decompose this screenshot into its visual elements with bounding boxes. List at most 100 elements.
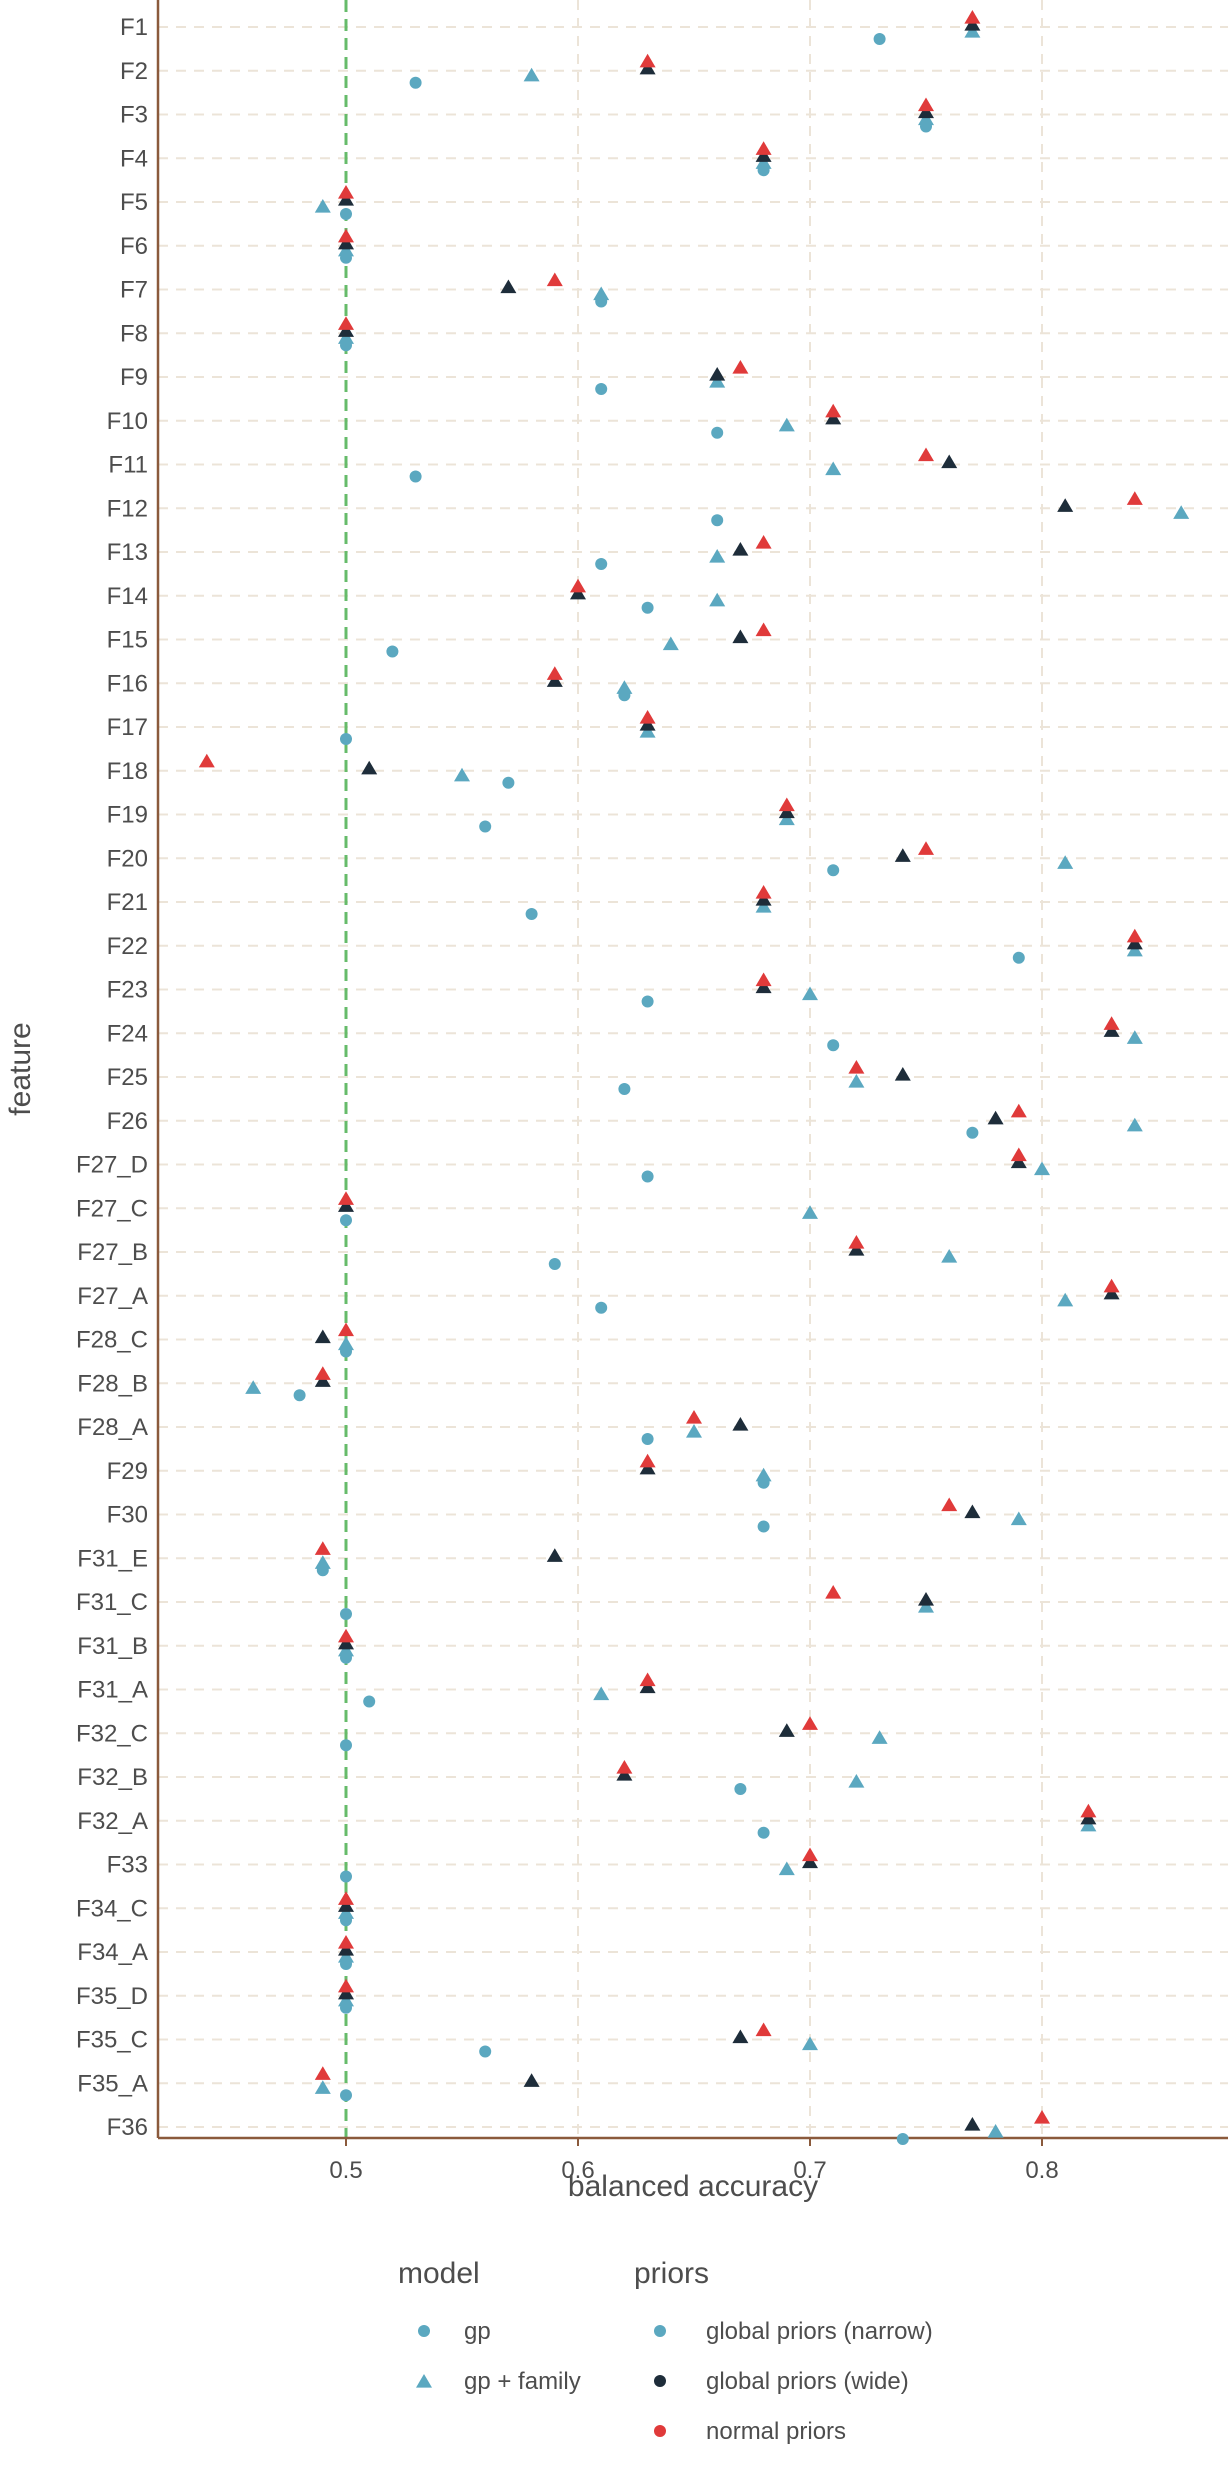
point-gp-family <box>1080 1803 1097 1818</box>
point-gp-family <box>523 67 540 82</box>
point-gp-family <box>338 1336 354 1351</box>
y-tick-label: F34_C <box>76 1895 148 1922</box>
point-gp-family <box>732 2029 749 2044</box>
point-gp-family <box>1010 1103 1027 1118</box>
y-tick-label: F1 <box>120 14 148 41</box>
point-gp <box>340 2089 352 2102</box>
y-tick-label: F35_A <box>77 2070 148 2097</box>
point-gp-family <box>964 2117 981 2131</box>
point-gp-family <box>964 24 981 38</box>
point-gp-family <box>686 1410 702 1424</box>
point-gp-family <box>1057 1292 1074 1307</box>
point-gp-family <box>732 542 749 556</box>
point-gp-family <box>755 972 772 987</box>
point-gp-family <box>894 848 911 862</box>
y-tick-label: F19 <box>107 802 148 829</box>
point-gp-family <box>732 629 749 644</box>
legend-title: model <box>398 2257 480 2290</box>
point-gp-family <box>338 1942 354 1956</box>
y-tick-label: F29 <box>107 1458 148 1485</box>
point-gp <box>340 208 352 220</box>
legend-label: global priors (narrow) <box>706 2318 933 2345</box>
y-tick-label: F31_A <box>77 1677 148 1704</box>
grid <box>158 0 1228 2138</box>
x-axis-title: balanced accuracy <box>568 2170 818 2203</box>
y-tick-label: F13 <box>107 539 148 566</box>
point-gp-family <box>848 1060 865 1074</box>
point-gp <box>479 820 492 833</box>
y-tick-label: F28_B <box>77 1370 148 1397</box>
y-tick-label: F35_D <box>76 1983 148 2010</box>
y-tick-label: F23 <box>107 977 148 1004</box>
point-gp-family <box>546 272 563 287</box>
point-gp <box>293 1389 306 1402</box>
point-gp-family <box>918 111 934 126</box>
y-tick-label: F6 <box>120 233 148 260</box>
point-gp-family <box>918 1599 934 1613</box>
y-tick-label: F9 <box>120 364 148 391</box>
point-gp-family <box>616 1767 633 1781</box>
point-gp <box>502 776 515 789</box>
point-gp <box>641 1170 654 1183</box>
point-gp <box>340 1214 352 1227</box>
y-tick-labels: F1 F2 F3 F4 F5 F6 F7 F8 F9 F10 F11 F12 F13 F14 F15 F16 F… <box>76 14 148 2141</box>
point-gp-family <box>546 666 563 680</box>
legend-key <box>416 2374 432 2388</box>
legend-key <box>654 2325 666 2337</box>
point-gp-family <box>686 1424 702 1438</box>
point-gp <box>641 995 654 1008</box>
y-tick-label: F21 <box>107 889 148 916</box>
y-tick-label: F2 <box>120 58 148 85</box>
point-gp-family <box>755 979 772 994</box>
point-gp-family <box>639 724 656 738</box>
data-points <box>198 10 1190 2145</box>
point-gp-family <box>338 1198 354 1212</box>
legend-key <box>654 2375 666 2387</box>
point-gp-family <box>732 1417 749 1431</box>
point-gp <box>873 33 886 45</box>
legend: model gp gp + family priors global priors (n… <box>398 2257 933 2445</box>
point-gp-family <box>523 2073 540 2087</box>
point-gp-family <box>338 1642 354 1657</box>
point-gp <box>618 1083 631 1095</box>
y-tick-label: F7 <box>120 277 148 304</box>
point-gp-family <box>639 717 656 731</box>
point-gp-family <box>338 192 354 206</box>
point-gp <box>525 908 538 920</box>
y-tick-label: F27_D <box>76 1152 148 1179</box>
point-gp-family <box>1010 1511 1027 1526</box>
point-gp-family <box>314 2066 331 2080</box>
point-gp-family <box>338 330 354 344</box>
point-gp <box>757 1826 770 1839</box>
y-tick-label: F32_C <box>76 1720 148 1747</box>
y-tick-label: F17 <box>107 714 148 741</box>
point-gp-family <box>918 841 934 855</box>
point-gp-family <box>848 1774 865 1788</box>
point-gp-family <box>338 1935 354 1949</box>
point-gp-family <box>778 804 795 819</box>
y-tick-label: F32_A <box>77 1808 148 1835</box>
point-gp <box>711 514 724 527</box>
y-tick-label: F25 <box>107 1064 148 1091</box>
x-tick-label: 0.8 <box>1025 2157 1058 2184</box>
point-gp-family <box>662 636 679 651</box>
point-gp-family <box>802 1716 818 1730</box>
point-gp-family <box>338 1322 354 1337</box>
point-gp-family <box>987 1110 1004 1125</box>
point-gp-family <box>1057 855 1074 869</box>
point-gp-family <box>1103 1278 1120 1293</box>
point-gp-family <box>500 279 517 294</box>
point-gp-family <box>616 680 633 694</box>
y-tick-label: F27_C <box>76 1195 148 1222</box>
point-gp-family <box>639 710 656 724</box>
y-tick-label: F24 <box>107 1020 148 1047</box>
point-gp-family <box>709 549 726 563</box>
point-gp-family <box>639 1672 656 1687</box>
point-gp-family <box>245 1380 262 1394</box>
point-gp-family <box>338 185 354 199</box>
x-tick-label: 0.7 <box>793 2157 826 2184</box>
point-gp-family <box>709 367 726 381</box>
point-gp <box>595 383 608 395</box>
y-tick-label: F33 <box>107 1852 148 1879</box>
point-gp-family <box>338 323 354 337</box>
